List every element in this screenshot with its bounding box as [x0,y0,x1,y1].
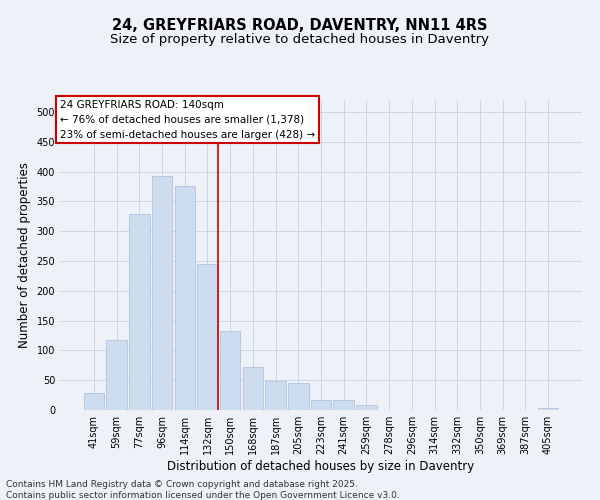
Bar [197,264,218,410]
Text: Size of property relative to detached houses in Daventry: Size of property relative to detached ho… [110,32,490,46]
Bar [288,383,308,410]
Bar [242,367,263,410]
Bar [265,382,286,410]
Bar [311,400,331,410]
Bar [84,394,104,410]
Bar [538,408,558,410]
Bar [175,186,195,410]
Bar [106,340,127,410]
Text: 24, GREYFRIARS ROAD, DAVENTRY, NN11 4RS: 24, GREYFRIARS ROAD, DAVENTRY, NN11 4RS [112,18,488,32]
Bar [152,176,172,410]
Text: 24 GREYFRIARS ROAD: 140sqm
← 76% of detached houses are smaller (1,378)
23% of s: 24 GREYFRIARS ROAD: 140sqm ← 76% of deta… [60,100,315,140]
Bar [356,404,377,410]
Bar [129,214,149,410]
X-axis label: Distribution of detached houses by size in Daventry: Distribution of detached houses by size … [167,460,475,473]
Y-axis label: Number of detached properties: Number of detached properties [18,162,31,348]
Text: Contains HM Land Registry data © Crown copyright and database right 2025.
Contai: Contains HM Land Registry data © Crown c… [6,480,400,500]
Bar [220,332,241,410]
Bar [334,400,354,410]
